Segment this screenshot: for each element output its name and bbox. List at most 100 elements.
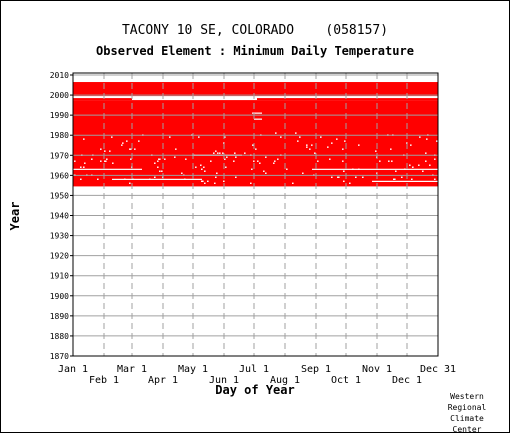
y-tick-label: 2010 (50, 71, 69, 80)
y-tick-label: 1930 (50, 232, 69, 241)
missing-day (138, 140, 140, 142)
x-tick-label: Apr 1 (148, 375, 178, 386)
missing-day (130, 158, 132, 160)
missing-day (425, 160, 427, 162)
missing-day (331, 176, 333, 178)
missing-day (185, 158, 187, 160)
missing-stretch (372, 180, 438, 182)
y-tick-label: 1910 (50, 272, 69, 281)
missing-day (217, 152, 219, 154)
missing-day (379, 160, 381, 162)
missing-day (320, 136, 322, 138)
missing-day (280, 136, 282, 138)
missing-day (436, 140, 438, 142)
missing-day (106, 158, 108, 160)
y-tick-label: 1890 (50, 312, 69, 321)
missing-day (292, 182, 294, 184)
missing-day (158, 158, 160, 160)
missing-day (355, 176, 357, 178)
missing-day (295, 132, 297, 134)
x-tick-label: Jan 1 (58, 364, 88, 375)
missing-day (337, 176, 339, 178)
missing-day (257, 160, 259, 162)
missing-day (198, 136, 200, 138)
missing-day (109, 150, 111, 152)
y-tick-label: 1990 (50, 111, 69, 120)
missing-day (412, 166, 414, 168)
missing-day (213, 152, 215, 154)
missing-day (275, 132, 277, 134)
missing-day (219, 152, 221, 154)
missing-day (225, 166, 227, 168)
missing-day (159, 170, 161, 172)
missing-day (336, 138, 338, 140)
missing-day (252, 144, 254, 146)
missing-day (222, 152, 224, 154)
missing-day (297, 140, 299, 142)
missing-day (302, 172, 304, 174)
missing-day (203, 166, 205, 168)
missing-day (130, 148, 132, 150)
missing-day (251, 168, 253, 170)
missing-day (429, 164, 431, 166)
y-tick-label: 1940 (50, 212, 69, 221)
x-tick-label: Mar 1 (117, 364, 147, 375)
x-tick-label: Jun 1 (209, 375, 239, 386)
missing-day (74, 160, 76, 162)
missing-day (311, 144, 313, 146)
missing-day (104, 160, 106, 162)
missing-day (299, 136, 301, 138)
missing-day (250, 182, 252, 184)
missing-day (274, 160, 276, 162)
data-block (73, 98, 132, 101)
x-tick-label: Dec 31 (420, 364, 456, 375)
missing-day (422, 170, 424, 172)
x-tick-label: Feb 1 (89, 375, 119, 386)
missing-day (344, 140, 346, 142)
missing-day (349, 182, 351, 184)
missing-day (161, 170, 163, 172)
missing-day (411, 178, 413, 180)
missing-day (204, 182, 206, 184)
x-tick-label: Dec 1 (392, 375, 422, 386)
missing-day (80, 166, 82, 168)
missing-day (157, 166, 159, 168)
missing-day (395, 170, 397, 172)
missing-day (154, 176, 156, 178)
y-tick-label: 1900 (50, 292, 69, 301)
y-tick-label: 1950 (50, 191, 69, 200)
missing-day (409, 164, 411, 166)
missing-day (273, 162, 275, 164)
missing-day (342, 148, 344, 150)
y-tick-label: 1880 (50, 332, 69, 341)
missing-day (91, 158, 93, 160)
missing-day (204, 170, 206, 172)
missing-stretch (254, 118, 262, 120)
missing-stretch (252, 112, 262, 114)
y-tick-label: 1960 (50, 171, 69, 180)
missing-day (306, 146, 308, 148)
missing-day (83, 138, 85, 140)
missing-day (342, 160, 344, 162)
missing-day (134, 148, 136, 150)
missing-day (207, 180, 209, 182)
missing-day (265, 172, 267, 174)
missing-day (100, 160, 102, 162)
missing-day (202, 180, 204, 182)
missing-day (100, 148, 102, 150)
missing-day (105, 160, 107, 162)
wrcc-credit: Western Regional Climate Center (437, 391, 497, 435)
missing-day (126, 140, 128, 142)
missing-day (214, 182, 216, 184)
missing-day (97, 178, 99, 180)
missing-day (263, 170, 265, 172)
missing-day (129, 148, 131, 150)
missing-day (434, 158, 436, 160)
missing-day (390, 148, 392, 150)
x-tick-label: Oct 1 (331, 375, 361, 386)
missing-day (210, 160, 212, 162)
missing-day (224, 136, 226, 138)
missing-day (164, 158, 166, 160)
y-tick-label: 2000 (50, 91, 69, 100)
missing-day (434, 178, 436, 180)
